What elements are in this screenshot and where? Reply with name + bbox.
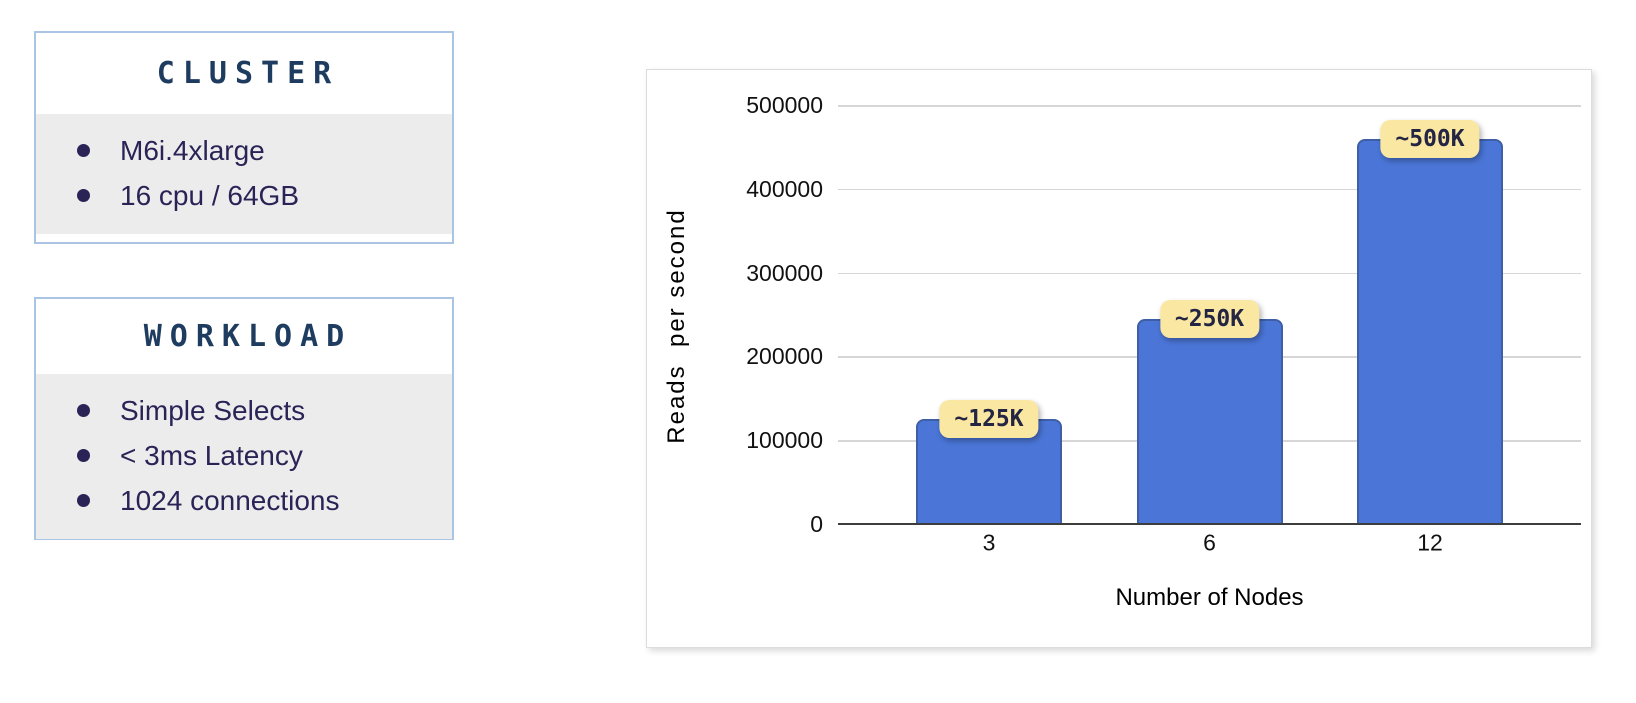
y-tick-label: 400000	[746, 175, 823, 202]
list-item-label: Simple Selects	[120, 395, 306, 426]
y-tick-label: 0	[810, 511, 823, 537]
y-tick-label: 100000	[746, 427, 823, 454]
bullet-icon	[77, 494, 90, 507]
bullet-icon	[77, 189, 90, 202]
bar	[1357, 138, 1503, 525]
bullet-icon	[77, 144, 90, 157]
plot-area: 0 100000 200000 300000 400000 500000 ~125K 3 ~25…	[647, 70, 1591, 647]
list-item: 16 cpu / 64GB	[36, 173, 452, 218]
gridline	[838, 188, 1581, 191]
x-tick-label: 3	[982, 529, 996, 556]
workload-panel-title: WORKLOAD	[143, 319, 353, 354]
list-item: 1024 connections	[36, 478, 452, 523]
bar-chart: 0 100000 200000 300000 400000 500000 ~125K 3 ~25…	[646, 69, 1592, 648]
y-tick-label: 500000	[746, 92, 823, 118]
bar	[1136, 318, 1283, 525]
y-tick-label: 300000	[746, 259, 823, 286]
x-axis-title: Number of Nodes	[1115, 584, 1304, 611]
y-tick-label: 200000	[746, 343, 823, 370]
list-item-label: M6i.4xlarge	[120, 135, 265, 166]
cluster-panel: CLUSTER M6i.4xlarge 16 cpu / 64GB	[34, 31, 454, 244]
y-axis-title: Reads per second	[663, 208, 690, 444]
bullet-icon	[77, 404, 90, 417]
x-tick-label: 6	[1203, 529, 1216, 556]
list-item: Simple Selects	[36, 388, 452, 433]
list-item-label: 1024 connections	[120, 485, 340, 516]
list-item-label: < 3ms Latency	[120, 440, 303, 471]
x-axis-line	[838, 523, 1581, 525]
cluster-panel-title: CLUSTER	[156, 56, 340, 91]
workload-panel: WORKLOAD Simple Selects < 3ms Latency 10…	[34, 297, 454, 540]
cluster-panel-header: CLUSTER	[36, 33, 452, 114]
workload-panel-body: Simple Selects < 3ms Latency 1024 connec…	[36, 374, 452, 539]
list-item: < 3ms Latency	[36, 433, 452, 478]
bar-value-label: ~500K	[1380, 119, 1480, 158]
list-item-label: 16 cpu / 64GB	[120, 180, 300, 211]
gridline	[838, 272, 1581, 275]
bar-value-label: ~250K	[1159, 299, 1260, 338]
gridline	[838, 105, 1581, 107]
workload-panel-header: WORKLOAD	[36, 299, 452, 374]
list-item: M6i.4xlarge	[36, 128, 452, 173]
bullet-icon	[77, 449, 90, 462]
cluster-panel-body: M6i.4xlarge 16 cpu / 64GB	[36, 114, 452, 234]
x-tick-label: 12	[1417, 529, 1443, 556]
bar-value-label: ~125K	[939, 400, 1039, 439]
